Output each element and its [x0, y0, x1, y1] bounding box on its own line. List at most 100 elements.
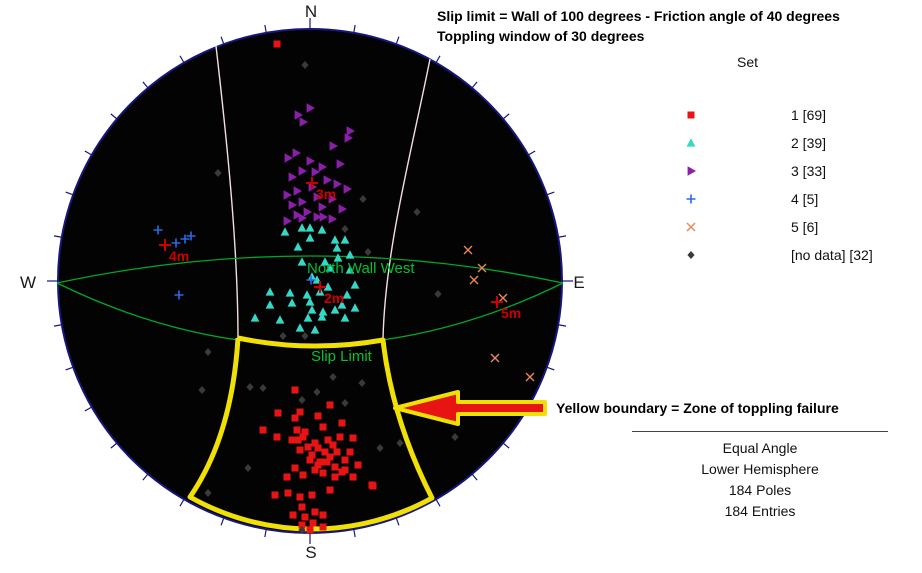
pole-square	[299, 433, 307, 441]
pole-x	[469, 275, 479, 285]
pole-square	[319, 523, 327, 531]
pole-diamond	[341, 399, 349, 407]
pole-triangle-right	[318, 202, 327, 212]
pole-square	[338, 419, 346, 427]
pole-triangle-right	[318, 162, 327, 172]
pole-square	[308, 451, 316, 459]
mean-pole-cross-icon	[491, 296, 503, 308]
plot-title: Slip limit = Wall of 100 degrees - Frict…	[437, 6, 840, 46]
pole-x	[477, 263, 487, 273]
pole-triangle-right	[319, 212, 328, 222]
entries-count: 184 Entries	[724, 503, 796, 519]
pole-triangle	[265, 287, 275, 296]
pole-diamond	[329, 373, 337, 381]
compass-north-label: N	[305, 2, 317, 21]
diamond-marker-icon	[687, 251, 695, 259]
compass-east-label: E	[573, 273, 584, 292]
pole-triangle-right	[313, 212, 322, 222]
pole-triangle	[317, 225, 327, 234]
pole-triangle-right	[313, 192, 322, 202]
compass-west-label: W	[20, 273, 36, 292]
pole-plus	[174, 290, 184, 300]
pole-triangle	[350, 280, 360, 289]
pole-x	[686, 222, 696, 232]
pole-triangle	[293, 242, 303, 251]
pole-square	[333, 448, 341, 456]
legend-item-label: 3 [33]	[791, 163, 827, 179]
pole-triangle	[332, 243, 342, 252]
pole-x	[490, 353, 500, 363]
pole-triangle	[337, 300, 347, 309]
pole-square	[319, 469, 327, 477]
pole-triangle-right	[303, 207, 312, 217]
degree-ticks	[47, 18, 573, 544]
pole-triangle	[317, 312, 327, 321]
pole-square	[304, 443, 312, 451]
pole-square	[273, 40, 281, 48]
pole-triangle-right	[299, 117, 308, 127]
pole-square	[296, 493, 304, 501]
legend: 1 [69] 2 [39] 3 [33] 4 [5] 5 [6] [no data] [3…	[684, 101, 873, 269]
pole-diamond	[396, 439, 404, 447]
pole-triangle-right	[288, 172, 297, 182]
pole-square	[319, 423, 327, 431]
pole-square	[294, 436, 302, 444]
pole-square	[296, 446, 304, 454]
pole-square	[311, 466, 319, 474]
pole-square	[349, 473, 357, 481]
pole-diamond	[301, 332, 309, 340]
pole-triangle	[318, 307, 328, 316]
pole-triangle	[320, 257, 330, 266]
pole-square	[283, 473, 291, 481]
mean-pole-cross-icon	[306, 177, 318, 189]
plot-title-line2: Toppling window of 30 degrees	[437, 28, 645, 44]
pole-square	[346, 448, 354, 456]
pole-triangle-right	[294, 110, 303, 120]
pole-square	[311, 508, 319, 516]
pole-set--no-data-32-	[198, 61, 459, 534]
pole-triangle-right	[328, 214, 337, 224]
pole-square	[306, 526, 314, 534]
pole-triangle	[333, 253, 343, 262]
pole-square	[331, 473, 339, 481]
pole-diamond	[434, 290, 442, 298]
pole-square	[354, 461, 362, 469]
pole-triangle	[307, 272, 317, 281]
compass-south-label: S	[305, 543, 316, 562]
poles-count: 184 Poles	[728, 482, 792, 498]
pole-set-1-69-	[259, 40, 377, 534]
pole-triangle-right	[292, 148, 301, 158]
pole-diamond	[301, 61, 309, 69]
legend-item: 3 [33]	[684, 157, 873, 185]
pole-square	[291, 414, 299, 422]
plus-marker-icon	[686, 194, 696, 204]
pole-triangle-right	[687, 166, 696, 176]
pole-triangle	[340, 235, 350, 244]
mean-pole-cross-icon	[314, 281, 326, 293]
pole-square	[274, 409, 282, 417]
pole-diamond	[364, 248, 372, 256]
pole-square	[349, 434, 357, 442]
pole-diamond	[198, 386, 206, 394]
pole-square	[289, 511, 297, 519]
pole-triangle-right	[306, 103, 315, 113]
pole-triangle-right	[283, 190, 292, 200]
pole-square	[338, 468, 346, 476]
pole-diamond	[246, 383, 254, 391]
legend-item-label: 2 [39]	[791, 135, 827, 151]
pole-triangle-right	[298, 213, 307, 223]
pole-triangle-right	[336, 159, 345, 169]
pole-triangle-right	[343, 184, 352, 194]
pole-square	[273, 433, 281, 441]
pole-plus	[180, 234, 190, 244]
pole-diamond	[341, 225, 349, 233]
pole-triangle	[275, 315, 285, 324]
pole-triangle	[686, 138, 696, 147]
triangle-up-marker-icon	[686, 138, 696, 147]
pole-square	[293, 426, 301, 434]
pole-triangle	[325, 263, 335, 272]
pole-triangle	[330, 235, 340, 244]
legend-item: 5 [6]	[684, 213, 873, 241]
plot-info: Equal Angle Lower Hemisphere 184 Poles 1…	[632, 438, 888, 522]
